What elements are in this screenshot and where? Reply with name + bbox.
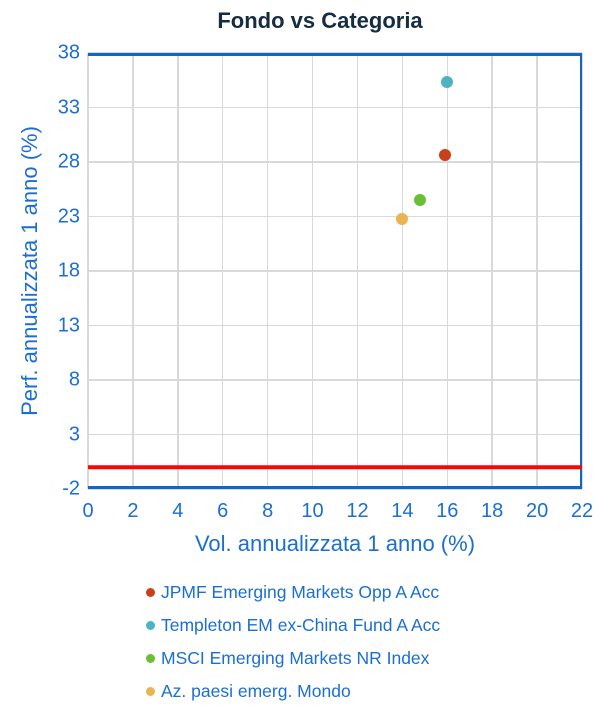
gridline-y-13	[88, 324, 582, 327]
gridline-y-23	[88, 215, 582, 218]
y-axis-ticks: 38 33 28 23 18 13 8 3 -2	[0, 42, 80, 500]
gridline-x-18	[491, 53, 493, 489]
gridline-x-8	[266, 53, 269, 489]
legend-label: Az. paesi emerg. Mondo	[161, 681, 351, 701]
scatter-point-series-0	[439, 149, 452, 162]
gridline-y-3	[88, 433, 582, 436]
x-axis-ticks: 0 2 4 6 8 10 12 14 16 18 20 22	[82, 500, 593, 526]
x-tick-label-20: 20	[525, 500, 549, 522]
gridline-y-8	[88, 379, 582, 381]
legend-item-0: JPMF Emerging Markets Opp A Acc	[146, 576, 606, 609]
y-tick-label-3: 3	[68, 423, 80, 445]
y-tick-label-38: 38	[57, 41, 80, 64]
gridline-x-4	[177, 53, 179, 489]
gridline-x-14	[401, 53, 404, 489]
gridline-x-22	[581, 53, 583, 489]
plot-border-right	[579, 53, 582, 489]
x-axis-line	[88, 486, 582, 489]
x-tick-label-6: 6	[217, 500, 229, 522]
y-axis-title: Perf. annualizzata 1 anno (%)	[17, 126, 42, 416]
gridline-x-2	[132, 53, 134, 489]
y-tick-label-18: 18	[57, 259, 80, 282]
y-tick-label-8: 8	[68, 368, 80, 391]
gridline-x-6	[221, 53, 224, 489]
legend-item-1: Templeton EM ex-China Fund A Acc	[146, 609, 606, 642]
gridline-x-10	[311, 53, 314, 489]
gridline-y-28	[88, 161, 582, 163]
legend-swatch-icon	[146, 687, 155, 696]
x-tick-label-10: 10	[301, 500, 324, 522]
gridline-x-20	[536, 53, 538, 489]
y-tick-label-23: 23	[57, 205, 80, 227]
x-tick-label-8: 8	[262, 500, 274, 522]
legend-swatch-icon	[146, 621, 155, 630]
legend-swatch-icon	[146, 588, 155, 597]
x-tick-label-14: 14	[391, 500, 414, 522]
legend-label: MSCI Emerging Markets NR Index	[161, 648, 430, 668]
legend-item-2: MSCI Emerging Markets NR Index	[146, 642, 606, 675]
legend-label: JPMF Emerging Markets Opp A Acc	[161, 582, 440, 602]
legend-item-3: Az. paesi emerg. Mondo	[146, 675, 606, 708]
scatter-point-series-2	[414, 194, 427, 207]
plot-border-top	[88, 53, 582, 56]
legend-swatch-icon	[146, 654, 155, 663]
scatter-point-series-1	[441, 76, 454, 89]
gridline-y-18	[88, 270, 582, 272]
scatter-point-series-3	[396, 212, 409, 225]
gridline-y-33	[88, 106, 582, 109]
plot-area	[87, 52, 583, 490]
chart-title: Fondo vs Categoria	[217, 8, 423, 33]
gridline-x-12	[356, 53, 359, 489]
gridline-x-0	[87, 53, 89, 489]
gridline-y--2	[88, 488, 582, 490]
legend: JPMF Emerging Markets Opp A Acc Templeton…	[146, 576, 606, 708]
x-tick-label-12: 12	[346, 500, 369, 522]
reference-line	[88, 465, 582, 469]
gridline-x-16	[446, 53, 449, 489]
x-axis-title: Vol. annualizzata 1 anno (%)	[194, 531, 476, 556]
x-tick-label-2: 2	[127, 500, 139, 522]
y-tick-label-33: 33	[57, 96, 80, 118]
y-tick-label-28: 28	[57, 150, 80, 173]
y-tick-label--2: -2	[62, 477, 80, 500]
y-tick-label-13: 13	[57, 314, 80, 336]
legend-label: Templeton EM ex-China Fund A Acc	[161, 615, 441, 635]
x-tick-label-0: 0	[82, 500, 94, 522]
x-tick-label-16: 16	[436, 500, 459, 522]
x-tick-label-4: 4	[172, 500, 184, 522]
x-tick-label-18: 18	[481, 500, 504, 522]
x-tick-label-22: 22	[570, 500, 594, 522]
